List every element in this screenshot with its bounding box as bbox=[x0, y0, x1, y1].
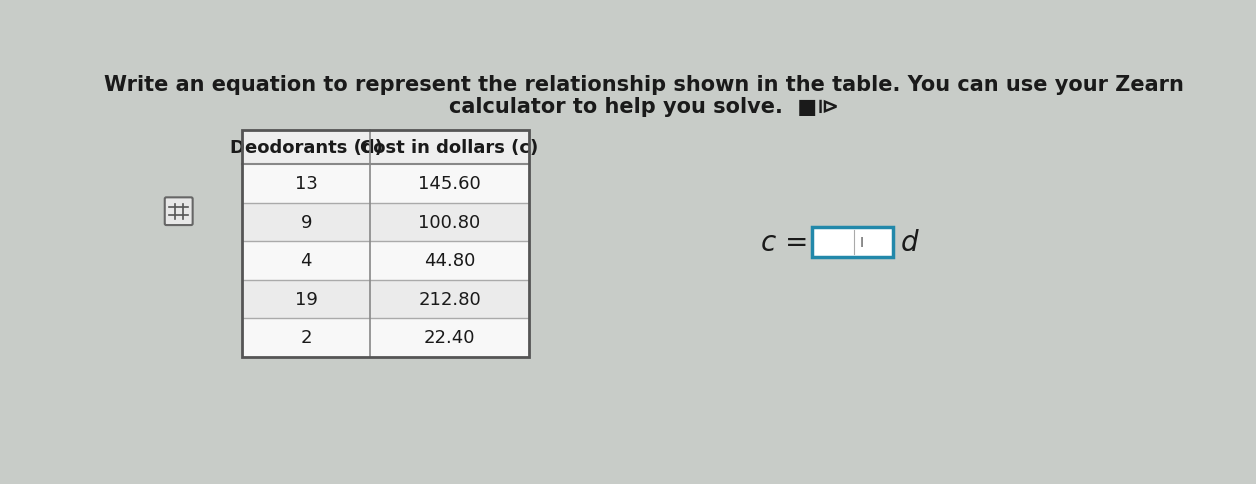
Bar bbox=[242, 203, 529, 242]
FancyBboxPatch shape bbox=[165, 198, 192, 226]
Text: 19: 19 bbox=[295, 290, 318, 308]
Text: Write an equation to represent the relationship shown in the table. You can use : Write an equation to represent the relat… bbox=[104, 75, 1183, 95]
Text: 212.80: 212.80 bbox=[418, 290, 481, 308]
Bar bbox=[811, 227, 893, 258]
Bar bbox=[242, 131, 529, 165]
Text: Cost in dollars (c): Cost in dollars (c) bbox=[360, 139, 539, 157]
Text: 22.40: 22.40 bbox=[423, 329, 475, 347]
Text: 145.60: 145.60 bbox=[418, 175, 481, 193]
Text: 100.80: 100.80 bbox=[418, 213, 481, 231]
Text: I: I bbox=[860, 236, 864, 249]
Text: 13: 13 bbox=[295, 175, 318, 193]
Text: 9: 9 bbox=[300, 213, 311, 231]
Bar bbox=[242, 131, 529, 357]
Bar bbox=[242, 165, 529, 203]
Bar bbox=[242, 131, 529, 357]
Bar bbox=[242, 280, 529, 318]
Text: 4: 4 bbox=[300, 252, 311, 270]
Text: c =: c = bbox=[761, 228, 808, 257]
Text: calculator to help you solve.  ■⧐: calculator to help you solve. ■⧐ bbox=[448, 96, 839, 117]
Text: 44.80: 44.80 bbox=[423, 252, 475, 270]
Text: 2: 2 bbox=[300, 329, 311, 347]
Text: d: d bbox=[901, 228, 918, 257]
Bar bbox=[242, 242, 529, 280]
Bar bbox=[242, 318, 529, 357]
Text: Deodorants (d): Deodorants (d) bbox=[230, 139, 383, 157]
